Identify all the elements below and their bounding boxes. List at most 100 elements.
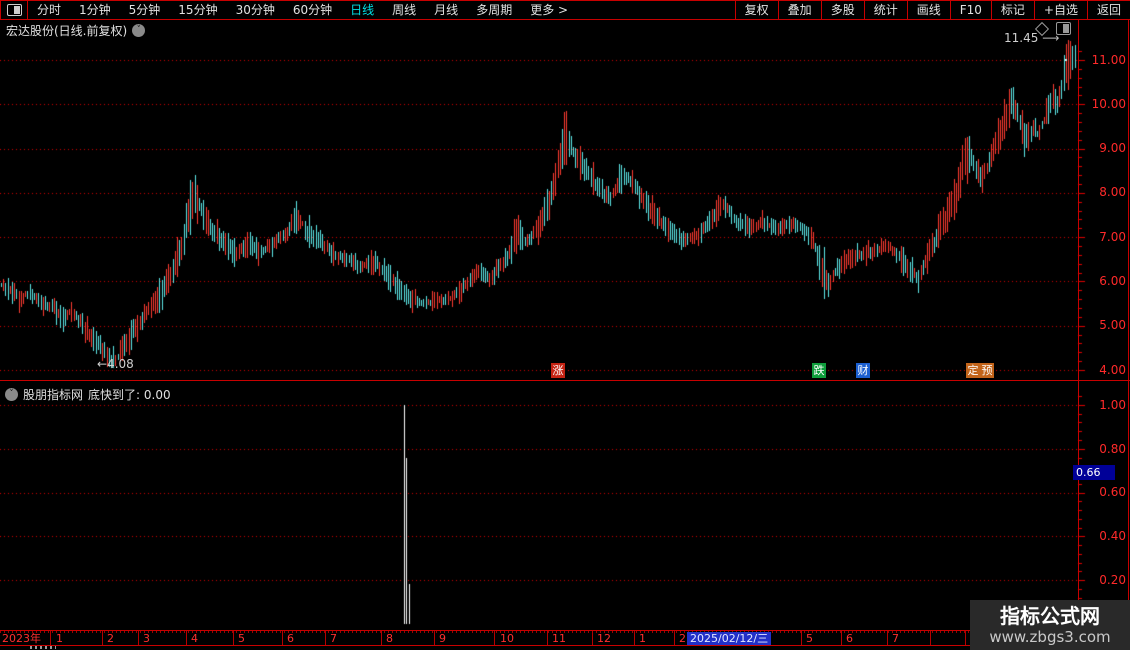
indicator-header: ˅ 股朋指标网 底快到了: 0.00 <box>5 386 171 403</box>
timeline-label: 3 <box>143 632 150 645</box>
timeline-separator <box>841 631 842 645</box>
period-button[interactable]: 周线 <box>392 3 417 17</box>
timeline-label: 2 <box>679 632 686 645</box>
timeline-separator <box>50 631 51 645</box>
indicator-source[interactable]: 股朋指标网 <box>23 388 84 402</box>
high-annotation: 11.45 ⟶ <box>1004 31 1059 45</box>
timeline-label: 6 <box>846 632 853 645</box>
timeline-label: 4 <box>191 632 198 645</box>
timeline-ticks <box>0 631 1130 633</box>
tool-buttons: 复权 叠加 多股 统计 画线 F10 标记 +自选 返回 <box>734 1 1130 19</box>
timeline-separator <box>233 631 234 645</box>
timeline-separator <box>801 631 802 645</box>
low-annotation: ←4.08 <box>97 357 134 371</box>
timeline-separator <box>434 631 435 645</box>
timeline-separator <box>102 631 103 645</box>
tool-button[interactable]: +自选 <box>1033 1 1087 19</box>
period-buttons: 分时 1分钟 5分钟 15分钟 30分钟 60分钟 日线 周线 月线 多周期 更… <box>1 1 577 19</box>
period-button[interactable]: 月线 <box>434 3 459 17</box>
tool-button[interactable]: 多股 <box>820 1 864 19</box>
event-badge[interactable]: 定 <box>966 363 980 378</box>
tool-button[interactable]: 画线 <box>906 1 950 19</box>
timeline-label: 5 <box>806 632 813 645</box>
arrow-right-icon: ⟶ <box>1042 31 1059 45</box>
period-button[interactable]: 分时 <box>37 3 62 17</box>
window-right-border <box>1128 0 1129 650</box>
indicator-label: 底快到了: 0.00 <box>88 388 171 402</box>
chart-title: 宏达股份(日线.前复权) <box>6 24 128 38</box>
price-axis-label: 6.00 <box>1099 274 1126 288</box>
selected-date-badge: 2025/02/12/三 <box>687 632 772 645</box>
chevron-down-icon[interactable]: ˅ <box>132 24 146 37</box>
indicator-axis-label: 0.40 <box>1099 529 1126 543</box>
chevron-down-icon[interactable]: ˅ <box>5 388 18 401</box>
timeline-separator <box>547 631 548 645</box>
current-value-badge: 0.66 <box>1073 465 1115 480</box>
timeline-label: 7 <box>892 632 899 645</box>
tool-button[interactable]: 标记 <box>990 1 1034 19</box>
period-toolbar: 分时 1分钟 5分钟 15分钟 30分钟 60分钟 日线 周线 月线 多周期 更… <box>0 0 1130 20</box>
chart-title-row: 宏达股份(日线.前复权) ˅ <box>6 22 146 39</box>
timeline-label: 2023年 <box>2 632 41 645</box>
tool-button[interactable]: 返回 <box>1086 1 1130 19</box>
event-badge[interactable]: 预 <box>980 363 994 378</box>
period-button[interactable]: 1分钟 <box>79 3 111 17</box>
price-axis-label: 7.00 <box>1099 230 1126 244</box>
event-badge[interactable]: 涨 <box>551 363 565 378</box>
timeline-label: 1 <box>56 632 63 645</box>
indicator-axis-label: 0.20 <box>1099 573 1126 587</box>
price-axis-label: 11.00 <box>1091 53 1126 67</box>
timeline-separator <box>965 631 966 645</box>
timeline-separator <box>138 631 139 645</box>
timeline-label: 8 <box>386 632 393 645</box>
axis-border <box>1078 20 1079 646</box>
price-axis-label: 5.00 <box>1099 318 1126 332</box>
timeline-separator <box>930 631 931 645</box>
timeline-separator <box>494 631 495 645</box>
watermark: 指标公式网 www.zbgs3.com <box>970 600 1130 650</box>
period-button[interactable]: 15分钟 <box>178 3 218 17</box>
indicator-axis-label: 1.00 <box>1099 398 1126 412</box>
timeline-label: 1 <box>639 632 646 645</box>
event-badge[interactable]: 财 <box>856 363 870 378</box>
period-button[interactable]: 更多 > <box>530 3 569 17</box>
tool-button[interactable]: F10 <box>949 1 991 19</box>
maximize-pane-icon[interactable] <box>1056 22 1071 35</box>
price-axis-label: 8.00 <box>1099 185 1126 199</box>
timeline-label: 11 <box>552 632 566 645</box>
timeline-separator <box>674 631 675 645</box>
timeline-label: 9 <box>439 632 446 645</box>
watermark-title: 指标公式网 <box>1000 604 1100 628</box>
period-button[interactable]: 60分钟 <box>292 3 333 17</box>
toolbar-divider <box>27 1 28 19</box>
timeline-separator <box>592 631 593 645</box>
timeline-label: 5 <box>238 632 245 645</box>
period-button[interactable]: 5分钟 <box>128 3 161 17</box>
split-window-icon[interactable] <box>7 4 22 16</box>
tool-button[interactable]: 叠加 <box>777 1 821 19</box>
timeline-separator <box>282 631 283 645</box>
indicator-axis-label: 0.80 <box>1099 442 1126 456</box>
timeline-label: 7 <box>330 632 337 645</box>
timeline[interactable]: 2023年 1 2 3 4 5 6 7 8 9 10 11 <box>0 630 1130 646</box>
tool-button[interactable]: 统计 <box>863 1 907 19</box>
price-axis-label: 9.00 <box>1099 141 1126 155</box>
timeline-separator <box>887 631 888 645</box>
timeline-separator <box>381 631 382 645</box>
clipped-text-fragment <box>30 646 56 649</box>
price-axis-label: 10.00 <box>1091 97 1126 111</box>
timeline-label: 6 <box>287 632 294 645</box>
tool-button[interactable]: 复权 <box>734 1 778 19</box>
timeline-separator <box>325 631 326 645</box>
timeline-separator <box>634 631 635 645</box>
indicator-axis-label: 0.60 <box>1099 485 1126 499</box>
timeline-separator <box>186 631 187 645</box>
period-button[interactable]: 30分钟 <box>235 3 275 17</box>
panel-divider <box>0 380 1130 381</box>
period-button[interactable]: 多周期 <box>476 3 513 17</box>
period-button[interactable]: 日线 <box>350 3 375 17</box>
event-badge[interactable]: 跌 <box>812 363 826 378</box>
price-axis-label: 4.00 <box>1099 363 1126 377</box>
